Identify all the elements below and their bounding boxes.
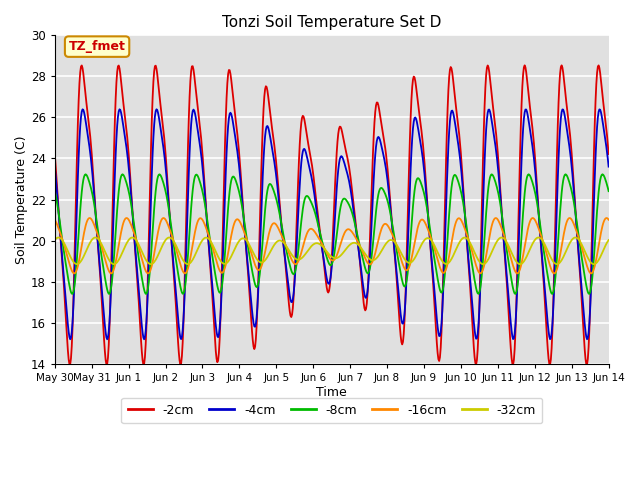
Legend: -2cm, -4cm, -8cm, -16cm, -32cm: -2cm, -4cm, -8cm, -16cm, -32cm	[121, 397, 542, 423]
-16cm	[123, 215, 131, 221]
-16cm	[144, 271, 152, 276]
-8cm	[399, 281, 407, 287]
Y-axis label: Soil Temperature (C): Soil Temperature (C)	[15, 135, 28, 264]
-4cm	[417, 141, 424, 147]
Text: TZ_fmet: TZ_fmet	[68, 40, 125, 53]
-16cm	[417, 217, 424, 223]
Line: -4cm: -4cm	[55, 109, 609, 339]
-32cm	[204, 235, 211, 241]
Line: -8cm: -8cm	[55, 174, 609, 294]
-32cm	[399, 253, 407, 259]
Title: Tonzi Soil Temperature Set D: Tonzi Soil Temperature Set D	[222, 15, 442, 30]
-16cm	[51, 217, 59, 223]
-4cm	[61, 285, 68, 291]
-32cm	[61, 241, 68, 247]
-2cm	[415, 110, 423, 116]
-16cm	[605, 217, 612, 223]
-2cm	[174, 339, 182, 345]
-8cm	[415, 176, 423, 182]
-4cm	[605, 164, 612, 169]
-16cm	[176, 259, 184, 264]
-32cm	[534, 235, 542, 240]
-2cm	[399, 339, 407, 345]
-8cm	[118, 172, 125, 178]
X-axis label: Time: Time	[316, 385, 347, 398]
-4cm	[176, 330, 184, 336]
-2cm	[605, 151, 612, 157]
-4cm	[401, 311, 408, 317]
-4cm	[205, 243, 212, 249]
Line: -32cm: -32cm	[55, 238, 609, 264]
-8cm	[605, 188, 612, 194]
-8cm	[51, 188, 59, 194]
-32cm	[415, 247, 423, 252]
-2cm	[118, 85, 125, 91]
-8cm	[598, 171, 606, 177]
-2cm	[204, 223, 211, 229]
-2cm	[509, 362, 517, 368]
-8cm	[511, 291, 519, 297]
-32cm	[118, 251, 125, 257]
-16cm	[118, 226, 125, 232]
-16cm	[205, 233, 212, 239]
-4cm	[153, 107, 161, 112]
-16cm	[401, 265, 408, 271]
-4cm	[119, 119, 127, 124]
-4cm	[51, 164, 59, 169]
Line: -2cm: -2cm	[55, 65, 609, 365]
-32cm	[605, 237, 612, 243]
-4cm	[103, 336, 111, 342]
-8cm	[61, 255, 68, 261]
-2cm	[51, 151, 59, 157]
-2cm	[521, 62, 529, 68]
-32cm	[516, 261, 524, 267]
-2cm	[61, 297, 68, 303]
Line: -16cm: -16cm	[55, 218, 609, 274]
-32cm	[51, 237, 59, 243]
-16cm	[61, 244, 68, 250]
-8cm	[174, 270, 182, 276]
-32cm	[174, 247, 182, 252]
-8cm	[204, 217, 211, 223]
